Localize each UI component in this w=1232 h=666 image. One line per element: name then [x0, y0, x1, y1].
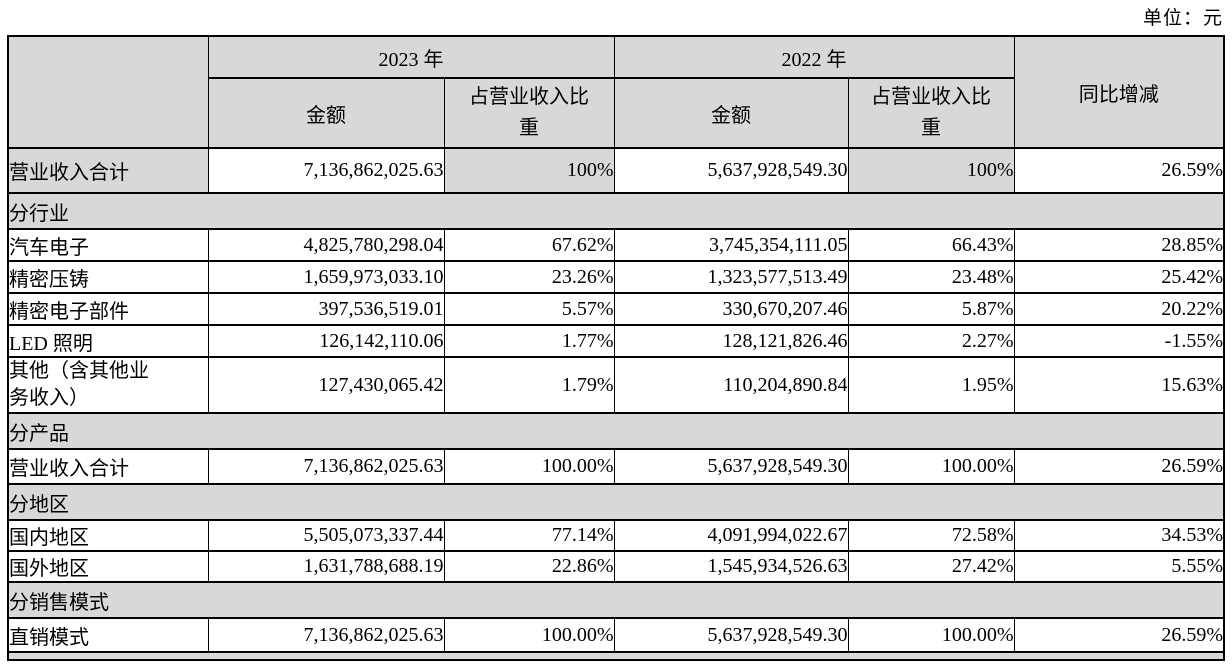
table-row: 国内地区 5,505,073,337.44 77.14% 4,091,994,0…	[7, 519, 1225, 552]
ratio-2023: 67.62%	[443, 228, 615, 262]
table-row: LED 照明 126,142,110.06 1.77% 128,121,826.…	[7, 324, 1225, 358]
corner-cell	[7, 35, 209, 149]
ratio-2022-header: 占营业收入比重	[847, 77, 1015, 149]
yoy-change: 34.53%	[1013, 519, 1225, 552]
amount-2023: 7,136,862,025.63	[207, 147, 445, 194]
table-row: 其他（含其他业务收入） 127,430,065.42 1.79% 110,204…	[7, 356, 1225, 414]
ratio-2023: 1.79%	[443, 356, 615, 414]
year-2022-header: 2022 年	[613, 35, 1015, 79]
amount-2022: 5,637,928,549.30	[613, 147, 849, 194]
yoy-change: 25.42%	[1013, 260, 1225, 294]
yoy-change: 26.59%	[1013, 448, 1225, 485]
amount-2022: 110,204,890.84	[613, 356, 849, 414]
row-label: 国内地区	[7, 519, 209, 552]
amount-2022: 5,637,928,549.30	[613, 617, 849, 653]
yoy-change: 20.22%	[1013, 292, 1225, 326]
yoy-change: 26.59%	[1013, 617, 1225, 653]
ratio-2023: 100.00%	[443, 617, 615, 653]
yoy-change: -1.55%	[1013, 324, 1225, 358]
section-label: 分销售模式	[7, 581, 1225, 619]
section-row-sales-model: 分销售模式	[7, 581, 1225, 619]
partial-section-row	[7, 651, 1225, 661]
ratio-2023: 1.77%	[443, 324, 615, 358]
amount-2022: 128,121,826.46	[613, 324, 849, 358]
ratio-2022: 5.87%	[847, 292, 1015, 326]
section-row-product: 分产品	[7, 412, 1225, 450]
amount-2023: 4,825,780,298.04	[207, 228, 445, 262]
row-label: 营业收入合计	[7, 448, 209, 485]
amount-2023: 7,136,862,025.63	[207, 448, 445, 485]
amount-2022-header: 金额	[613, 77, 849, 149]
row-label: 营业收入合计	[7, 147, 209, 194]
ratio-2022: 100.00%	[847, 617, 1015, 653]
row-label: 直销模式	[7, 617, 209, 653]
row-label: 汽车电子	[7, 228, 209, 262]
ratio-2022: 66.43%	[847, 228, 1015, 262]
table-row: 营业收入合计 7,136,862,025.63 100.00% 5,637,92…	[7, 448, 1225, 485]
amount-2023-header: 金额	[207, 77, 445, 149]
section-row-industry: 分行业	[7, 192, 1225, 230]
ratio-2022: 72.58%	[847, 519, 1015, 552]
row-label: 其他（含其他业务收入）	[7, 356, 209, 414]
amount-2023: 397,536,519.01	[207, 292, 445, 326]
row-label: LED 照明	[7, 324, 209, 358]
yoy-change: 5.55%	[1013, 550, 1225, 583]
ratio-2023: 5.57%	[443, 292, 615, 326]
yoy-change: 15.63%	[1013, 356, 1225, 414]
section-row-region: 分地区	[7, 483, 1225, 521]
table-row: 精密压铸 1,659,973,033.10 23.26% 1,323,577,5…	[7, 260, 1225, 294]
amount-2022: 1,545,934,526.63	[613, 550, 849, 583]
header-row-measures: 金额 占营业收入比重 金额 占营业收入比重	[8, 77, 1224, 149]
amount-2022: 1,323,577,513.49	[613, 260, 849, 294]
table-row: 直销模式 7,136,862,025.63 100.00% 5,637,928,…	[7, 617, 1225, 653]
year-2023-header: 2023 年	[207, 35, 615, 79]
amount-2023: 7,136,862,025.63	[207, 617, 445, 653]
yoy-change: 28.85%	[1013, 228, 1225, 262]
ratio-2022: 100.00%	[847, 448, 1015, 485]
ratio-2023-header: 占营业收入比重	[443, 77, 615, 149]
ratio-2023: 100%	[443, 147, 615, 194]
section-label: 分地区	[7, 483, 1225, 521]
table-row: 汽车电子 4,825,780,298.04 67.62% 3,745,354,1…	[7, 228, 1225, 262]
table-row-total: 营业收入合计 7,136,862,025.63 100% 5,637,928,5…	[7, 147, 1225, 194]
partial-section-cell	[7, 651, 1225, 661]
amount-2022: 4,091,994,022.67	[613, 519, 849, 552]
ratio-header-text: 占营业收入比重	[469, 86, 589, 139]
ratio-2023: 100.00%	[443, 448, 615, 485]
yoy-change: 26.59%	[1013, 147, 1225, 194]
amount-2022: 5,637,928,549.30	[613, 448, 849, 485]
table-row: 国外地区 1,631,788,688.19 22.86% 1,545,934,5…	[7, 550, 1225, 583]
unit-label: 单位：元	[1142, 8, 1223, 29]
row-label: 精密电子部件	[7, 292, 209, 326]
amount-2022: 330,670,207.46	[613, 292, 849, 326]
amount-2022: 3,745,354,111.05	[613, 228, 849, 262]
ratio-2022: 2.27%	[847, 324, 1015, 358]
ratio-2022: 1.95%	[847, 356, 1015, 414]
section-label: 分产品	[7, 412, 1225, 450]
header-row-years: 2023 年 2022 年 同比增减	[7, 35, 1225, 149]
amount-2023: 127,430,065.42	[207, 356, 445, 414]
revenue-breakdown-table: 2023 年 2022 年 同比增减 金额 占营业收入比重 金额 占营业收入比重…	[7, 35, 1225, 661]
ratio-2023: 23.26%	[443, 260, 615, 294]
amount-2023: 1,631,788,688.19	[207, 550, 445, 583]
ratio-2022: 23.48%	[847, 260, 1015, 294]
amount-2023: 5,505,073,337.44	[207, 519, 445, 552]
ratio-2023: 22.86%	[443, 550, 615, 583]
row-label-text: 其他（含其他业务收入）	[9, 360, 149, 409]
row-label: 精密压铸	[7, 260, 209, 294]
section-label: 分行业	[7, 192, 1225, 230]
ratio-2023: 77.14%	[443, 519, 615, 552]
ratio-2022: 100%	[847, 147, 1015, 194]
ratio-2022: 27.42%	[847, 550, 1015, 583]
amount-2023: 126,142,110.06	[207, 324, 445, 358]
yoy-header: 同比增减	[1013, 35, 1225, 149]
row-label: 国外地区	[7, 550, 209, 583]
amount-2023: 1,659,973,033.10	[207, 260, 445, 294]
ratio-header-text: 占营业收入比重	[871, 86, 991, 139]
table-row: 精密电子部件 397,536,519.01 5.57% 330,670,207.…	[7, 292, 1225, 326]
